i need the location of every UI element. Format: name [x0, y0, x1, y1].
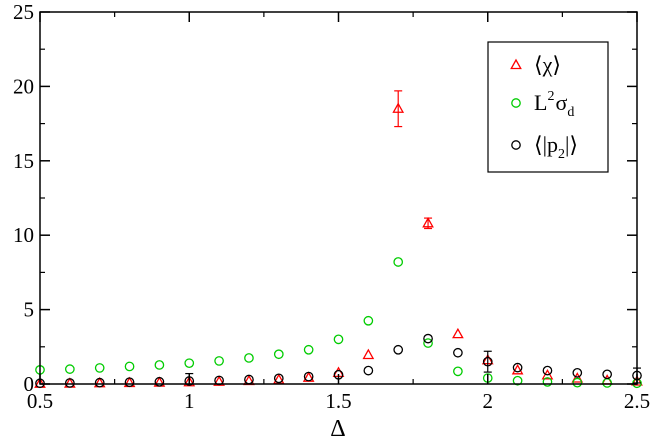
legend-sigma-l: L [534, 90, 547, 115]
legend-label-chi: ⟨χ⟩ [534, 52, 561, 77]
y-tick-label: 0 [24, 372, 35, 396]
legend-marker-chi [510, 58, 522, 70]
data-point-sigma [124, 361, 135, 372]
data-point-p2 [94, 377, 105, 388]
data-point-sigma [453, 366, 463, 377]
legend-label-sigma: L2σd [534, 89, 574, 120]
legend-p2-sub: 2 [558, 147, 565, 162]
x-tick-label: 1.5 [325, 389, 351, 413]
y-tick-label: 10 [13, 223, 34, 247]
data-point-sigma [393, 257, 404, 267]
legend-sigma-sup: 2 [547, 89, 554, 104]
x-tick-label: 1 [184, 389, 195, 413]
data-point-chi [362, 348, 375, 360]
data-point-chi [392, 102, 405, 113]
data-point-p2 [393, 344, 404, 355]
data-point-sigma [333, 334, 344, 345]
legend-label-p2: ⟨|p2|⟩ [534, 132, 578, 162]
data-point-sigma [303, 344, 314, 355]
legend-p2-text: ⟨|p [534, 132, 558, 157]
data-point-p2 [273, 373, 284, 384]
data-point-sigma [184, 358, 195, 369]
chart-axes: 0.5 1 1.5 2 2.5 0 5 10 15 20 25 [13, 0, 650, 413]
legend: ⟨χ⟩ L2σd ⟨|p2|⟩ [487, 41, 609, 173]
data-point-p2 [482, 356, 493, 367]
data-point-p2 [65, 378, 75, 388]
y-tick-label: 20 [13, 74, 34, 98]
data-point-p2 [154, 376, 165, 387]
data-point-p2 [124, 377, 135, 388]
legend-chi-text: ⟨χ⟩ [534, 52, 561, 77]
data-point-p2 [453, 347, 463, 358]
legend-marker-p2 [511, 140, 521, 150]
x-axis-label: Δ [330, 416, 345, 441]
data-point-p2 [423, 333, 433, 344]
data-point-p2 [512, 362, 523, 373]
data-point-p2 [602, 369, 613, 380]
data-point-sigma [512, 375, 523, 386]
data-point-sigma [423, 338, 433, 348]
legend-marker-sigma [511, 98, 521, 108]
y-tick-label: 25 [13, 0, 34, 24]
legend-p2-tail: |⟩ [565, 132, 578, 157]
data-point-chi [571, 372, 584, 383]
data-point-sigma [572, 377, 583, 388]
data-point-sigma [244, 353, 254, 363]
data-point-p2 [572, 367, 583, 378]
data-point-chi [631, 375, 643, 386]
y-tick-label: 15 [13, 149, 34, 173]
data-point-chi [511, 363, 524, 375]
x-tick-label: 0.5 [27, 389, 53, 413]
data-point-sigma [602, 378, 613, 388]
chart-marks [34, 90, 643, 389]
data-point-chi [452, 327, 464, 339]
legend-box [487, 41, 609, 173]
data-point-sigma [94, 363, 105, 373]
legend-sigma-symbol: σ [555, 90, 567, 115]
data-point-sigma [154, 360, 165, 370]
data-point-p2 [363, 365, 374, 376]
data-point-sigma [214, 356, 224, 366]
legend-sigma-sub: d [567, 105, 574, 120]
data-point-p2 [542, 365, 553, 376]
y-tick-label: 5 [24, 298, 35, 322]
data-point-p2 [303, 371, 314, 382]
data-point-sigma [542, 377, 553, 387]
data-point-sigma [273, 349, 284, 360]
data-point-sigma [363, 315, 374, 326]
data-point-chi [422, 216, 434, 228]
data-point-sigma [65, 364, 75, 374]
x-tick-label: 2 [483, 389, 494, 413]
legend-markers [510, 58, 522, 150]
x-tick-label: 2.5 [624, 389, 650, 413]
